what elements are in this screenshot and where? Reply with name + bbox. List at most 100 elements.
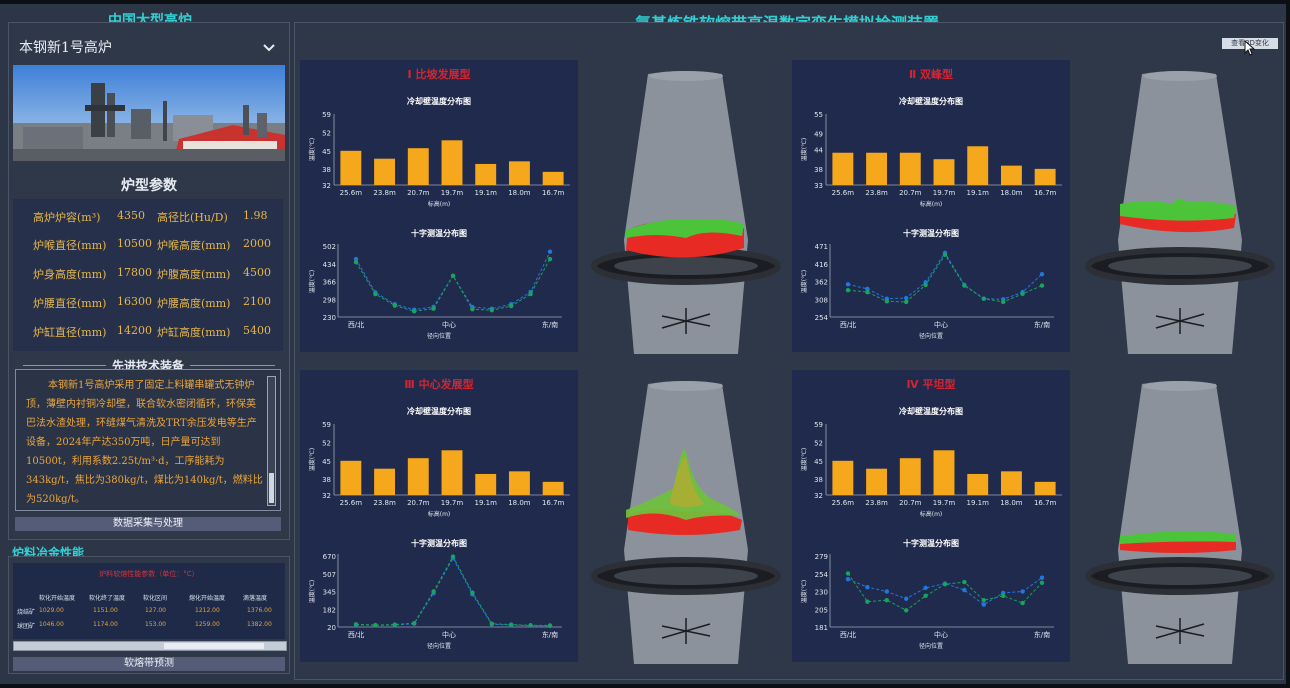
- line-point: [904, 299, 909, 305]
- line-point: [1039, 271, 1045, 277]
- bar-chart-title: 冷却壁温度分布图: [899, 406, 963, 416]
- bar-x-tick-label: 19.1m: [967, 189, 990, 197]
- bar-x-tick-label: 19.1m: [967, 499, 990, 507]
- line-y-tick-label: 471: [815, 243, 828, 251]
- chart-svg: 冷却壁温度分布图 32 38 45 52 59 温度(℃) 25.6m 23.8m 20.7m 19…: [800, 406, 1062, 650]
- bar-y-tick-label: 32: [322, 492, 331, 500]
- view-3d-button[interactable]: 查看3D变化: [1222, 38, 1278, 49]
- bar-chart-title: 冷却壁温度分布图: [407, 406, 471, 416]
- line-chart-title: 十字测温分布图: [411, 228, 467, 238]
- line-x-axis-label: 径向位置: [919, 642, 943, 650]
- line-point: [845, 287, 851, 293]
- line-point: [450, 554, 456, 559]
- predict-button[interactable]: 软熔带预测: [13, 657, 285, 671]
- scroll-thumb[interactable]: [164, 643, 264, 649]
- bar: [374, 158, 396, 185]
- bar: [508, 161, 530, 185]
- line-point: [1039, 575, 1045, 580]
- bar-x-tick-label: 19.1m: [475, 189, 498, 197]
- furnace-photo: [13, 65, 285, 161]
- bar-y-tick-label: 38: [814, 476, 823, 484]
- line-y-tick-label: 230: [323, 314, 336, 322]
- line-point: [1039, 580, 1045, 586]
- bar-x-tick-label: 20.7m: [899, 499, 922, 507]
- furnace-model-3: [591, 381, 781, 664]
- data-processing-button[interactable]: 数据采集与处理: [15, 517, 281, 531]
- bar: [441, 450, 463, 495]
- equipment-text-box[interactable]: 本钢新1号高炉采用了固定上料罐串罐式无钟炉顶，薄壁内衬铜冷却壁，联合软水密闭循环…: [15, 369, 281, 511]
- line-x-axis-label: 径向位置: [427, 642, 451, 650]
- bar: [475, 163, 497, 185]
- furnace-model-4: [1085, 381, 1275, 664]
- bar-x-tick-label: 18.0m: [1000, 499, 1023, 507]
- bar: [866, 468, 888, 495]
- bar: [374, 468, 396, 495]
- line-point: [547, 256, 553, 262]
- chart-panel-3: Ⅲ 中心发展型 冷却壁温度分布图 32 38 45 52 59 温度(℃) 25.6m 23.8…: [300, 370, 578, 662]
- bar-x-tick-label: 16.7m: [1034, 499, 1057, 507]
- line-x-tick-label: 西/北: [840, 631, 856, 639]
- bar-x-tick-label: 16.7m: [542, 189, 565, 197]
- line-point: [981, 597, 986, 603]
- bar-y-tick-label: 32: [814, 492, 823, 500]
- line-point: [904, 608, 909, 613]
- line-point: [353, 622, 359, 627]
- bar-x-tick-label: 19.7m: [933, 189, 956, 197]
- bar-x-tick-label: 23.8m: [373, 189, 396, 197]
- equipment-scrollbar[interactable]: [267, 376, 276, 506]
- bar-y-tick-label: 32: [322, 182, 331, 190]
- line-point: [412, 309, 417, 314]
- line-point: [942, 582, 948, 587]
- bar-y-tick-label: 45: [322, 148, 331, 156]
- bar-y-tick-label: 59: [322, 421, 331, 429]
- bar-y-tick-label: 49: [814, 130, 823, 138]
- mouse-cursor-icon: [1244, 40, 1256, 56]
- bar: [1000, 165, 1022, 185]
- bar: [407, 148, 429, 185]
- line-y-tick-label: 308: [815, 296, 828, 304]
- line-x-axis-label: 径向位置: [919, 332, 943, 340]
- line-point: [547, 249, 553, 254]
- table-horizontal-scrollbar[interactable]: [13, 641, 287, 651]
- line-x-tick-label: 西/北: [348, 631, 364, 639]
- line-point: [1039, 283, 1045, 288]
- line-chart-title: 十字测温分布图: [903, 228, 959, 238]
- bar-x-tick-label: 23.8m: [865, 189, 888, 197]
- bar-x-tick-label: 25.6m: [832, 499, 855, 507]
- bar-x-tick-label: 19.1m: [475, 499, 498, 507]
- line-point: [865, 599, 870, 604]
- chart-svg: 冷却壁温度分布图 32 38 45 52 59 温度(℃) 25.6m 23.8m 20.7m 19…: [308, 96, 570, 340]
- line-series: [355, 251, 551, 311]
- line-point: [845, 282, 851, 287]
- bar-x-tick-label: 25.6m: [832, 189, 855, 197]
- furnace-select[interactable]: 本钢新1号高炉: [13, 29, 285, 65]
- line-point: [884, 299, 889, 304]
- line-x-tick-label: 西/北: [840, 321, 856, 329]
- chart-svg: 冷却壁温度分布图 33 38 44 49 55 温度(℃) 25.6m 23.8m 20.7m 19…: [800, 96, 1062, 340]
- line-x-tick-label: 中心: [442, 320, 456, 329]
- bar-x-tick-label: 20.7m: [407, 189, 430, 197]
- line-x-tick-label: 中心: [934, 630, 948, 639]
- bar-x-tick-label: 19.7m: [441, 189, 464, 197]
- equipment-text: 本钢新1号高炉采用了固定上料罐串罐式无钟炉顶，薄壁内衬铜冷却壁，联合软水密闭循环…: [26, 380, 263, 505]
- line-x-tick-label: 东/南: [1034, 320, 1050, 329]
- line-point: [1020, 291, 1025, 296]
- screen-bezel-bottom: [0, 684, 1290, 688]
- metallurgy-panel: 炉料软熔性能参数（单位：°C） 软化开始温度 软化终了温度 软化区间 熔化开始温…: [8, 556, 290, 674]
- bar: [933, 450, 955, 495]
- line-point: [412, 620, 417, 626]
- furnace-model-1: [591, 71, 781, 354]
- line-y-axis-label: 温度(℃): [800, 270, 808, 293]
- line-point: [981, 296, 986, 301]
- line-point: [392, 622, 397, 627]
- chart-panel-title: Ⅱ 双峰型: [908, 68, 954, 81]
- chart-panel-title: Ⅰ 比坡发展型: [407, 68, 471, 81]
- bar-x-axis-label: 标高(m): [920, 510, 943, 518]
- bar-x-tick-label: 20.7m: [407, 499, 430, 507]
- scroll-thumb[interactable]: [269, 473, 274, 503]
- bar-chart-title: 冷却壁温度分布图: [899, 96, 963, 106]
- bar-y-tick-label: 38: [814, 166, 823, 174]
- bar-x-tick-label: 25.6m: [340, 189, 363, 197]
- line-y-tick-label: 345: [323, 589, 336, 597]
- bar-y-axis-label: 温度(℃): [800, 138, 808, 161]
